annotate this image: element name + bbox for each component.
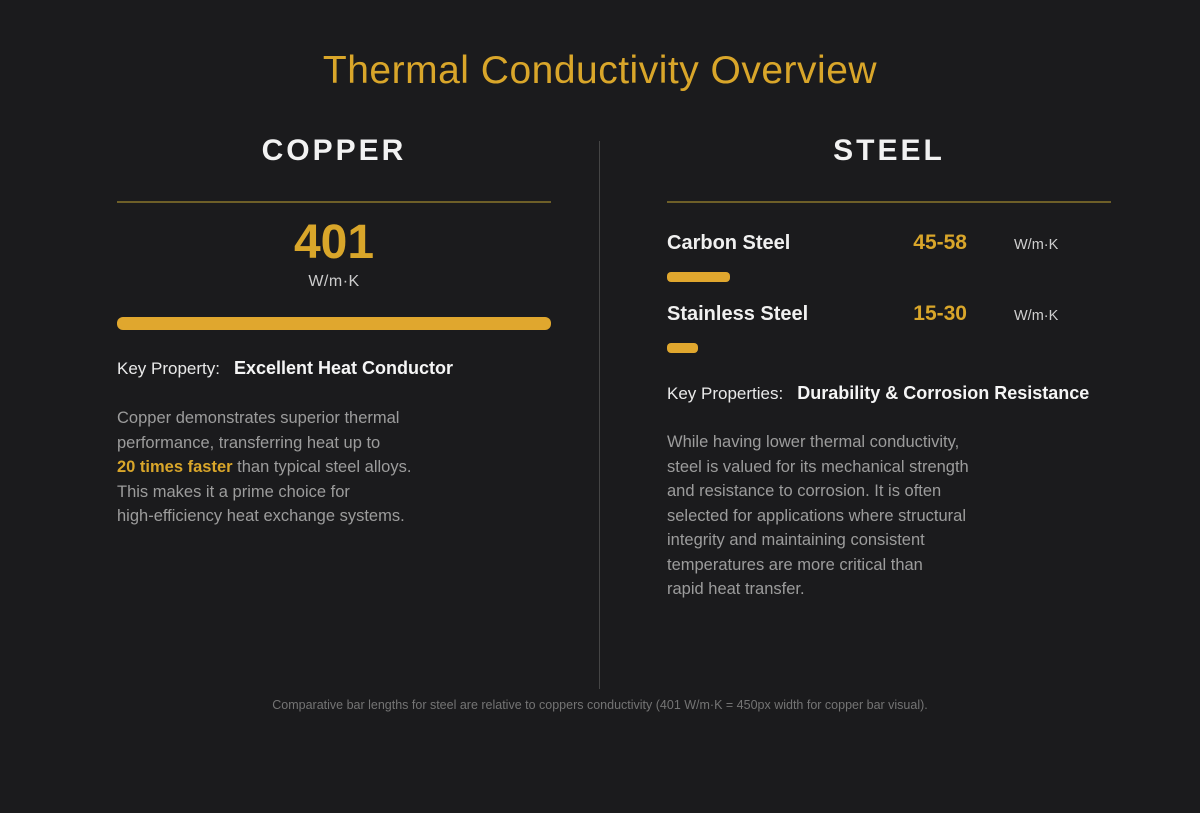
copper-panel: COPPER 401 W/m·K Key Property: Excellent …: [117, 133, 551, 529]
stainless-steel-block: Stainless Steel 15-30 W/m·K: [667, 300, 1111, 353]
carbon-steel-value: 45-58: [913, 231, 967, 254]
steel-key-properties-row: Key Properties: Durability & Corrosion Re…: [667, 380, 1111, 407]
copper-conductivity-bar: [117, 317, 551, 330]
page-title: Thermal Conductivity Overview: [322, 49, 878, 92]
steel-key-properties-value: Durability & Corrosion Resistance: [797, 383, 1090, 403]
carbon-steel-bar: [667, 272, 730, 282]
copper-description-highlight: 20 times faster: [117, 458, 233, 476]
copper-key-property-value: Excellent Heat Conductor: [234, 358, 454, 378]
steel-panel: STEEL Carbon Steel 45-58 W/m·K Stainless…: [667, 133, 1111, 602]
copper-description-lead: Copper demonstrates superior thermal per…: [117, 409, 400, 452]
stainless-steel-unit: W/m·K: [1014, 308, 1059, 324]
carbon-steel-row: Carbon Steel 45-58 W/m·K: [667, 229, 1111, 259]
steel-heading: STEEL: [833, 134, 945, 167]
infographic-page: { "page": { "title": "Thermal Conductivi…: [0, 48, 1200, 813]
copper-heading: COPPER: [261, 134, 407, 167]
copper-rule: [117, 201, 551, 203]
stainless-steel-bar: [667, 343, 698, 353]
footnote: Comparative bar lengths for steel are re…: [272, 698, 928, 712]
copper-conductivity-unit: W/m·K: [308, 273, 360, 290]
copper-description: Copper demonstrates superior thermal per…: [117, 406, 551, 529]
stainless-steel-name: Stainless Steel: [667, 303, 809, 325]
copper-key-property-row: Key Property: Excellent Heat Conductor: [117, 355, 551, 382]
carbon-steel-name: Carbon Steel: [667, 232, 791, 254]
stainless-steel-value: 15-30: [913, 302, 967, 325]
copper-conductivity-value: 401: [293, 216, 375, 269]
copper-description-tail: than typical steel alloys. This makes it…: [117, 458, 412, 525]
column-divider: [599, 141, 600, 689]
copper-key-property-label: Key Property:: [117, 359, 220, 378]
steel-rule: [667, 201, 1111, 203]
comparison-columns: COPPER 401 W/m·K Key Property: Excellent …: [0, 133, 1200, 689]
steel-key-properties-label: Key Properties:: [667, 384, 784, 403]
steel-description: While having lower thermal conductivity,…: [667, 433, 969, 598]
carbon-steel-block: Carbon Steel 45-58 W/m·K: [667, 229, 1111, 282]
carbon-steel-unit: W/m·K: [1014, 237, 1059, 253]
stainless-steel-row: Stainless Steel 15-30 W/m·K: [667, 300, 1111, 330]
